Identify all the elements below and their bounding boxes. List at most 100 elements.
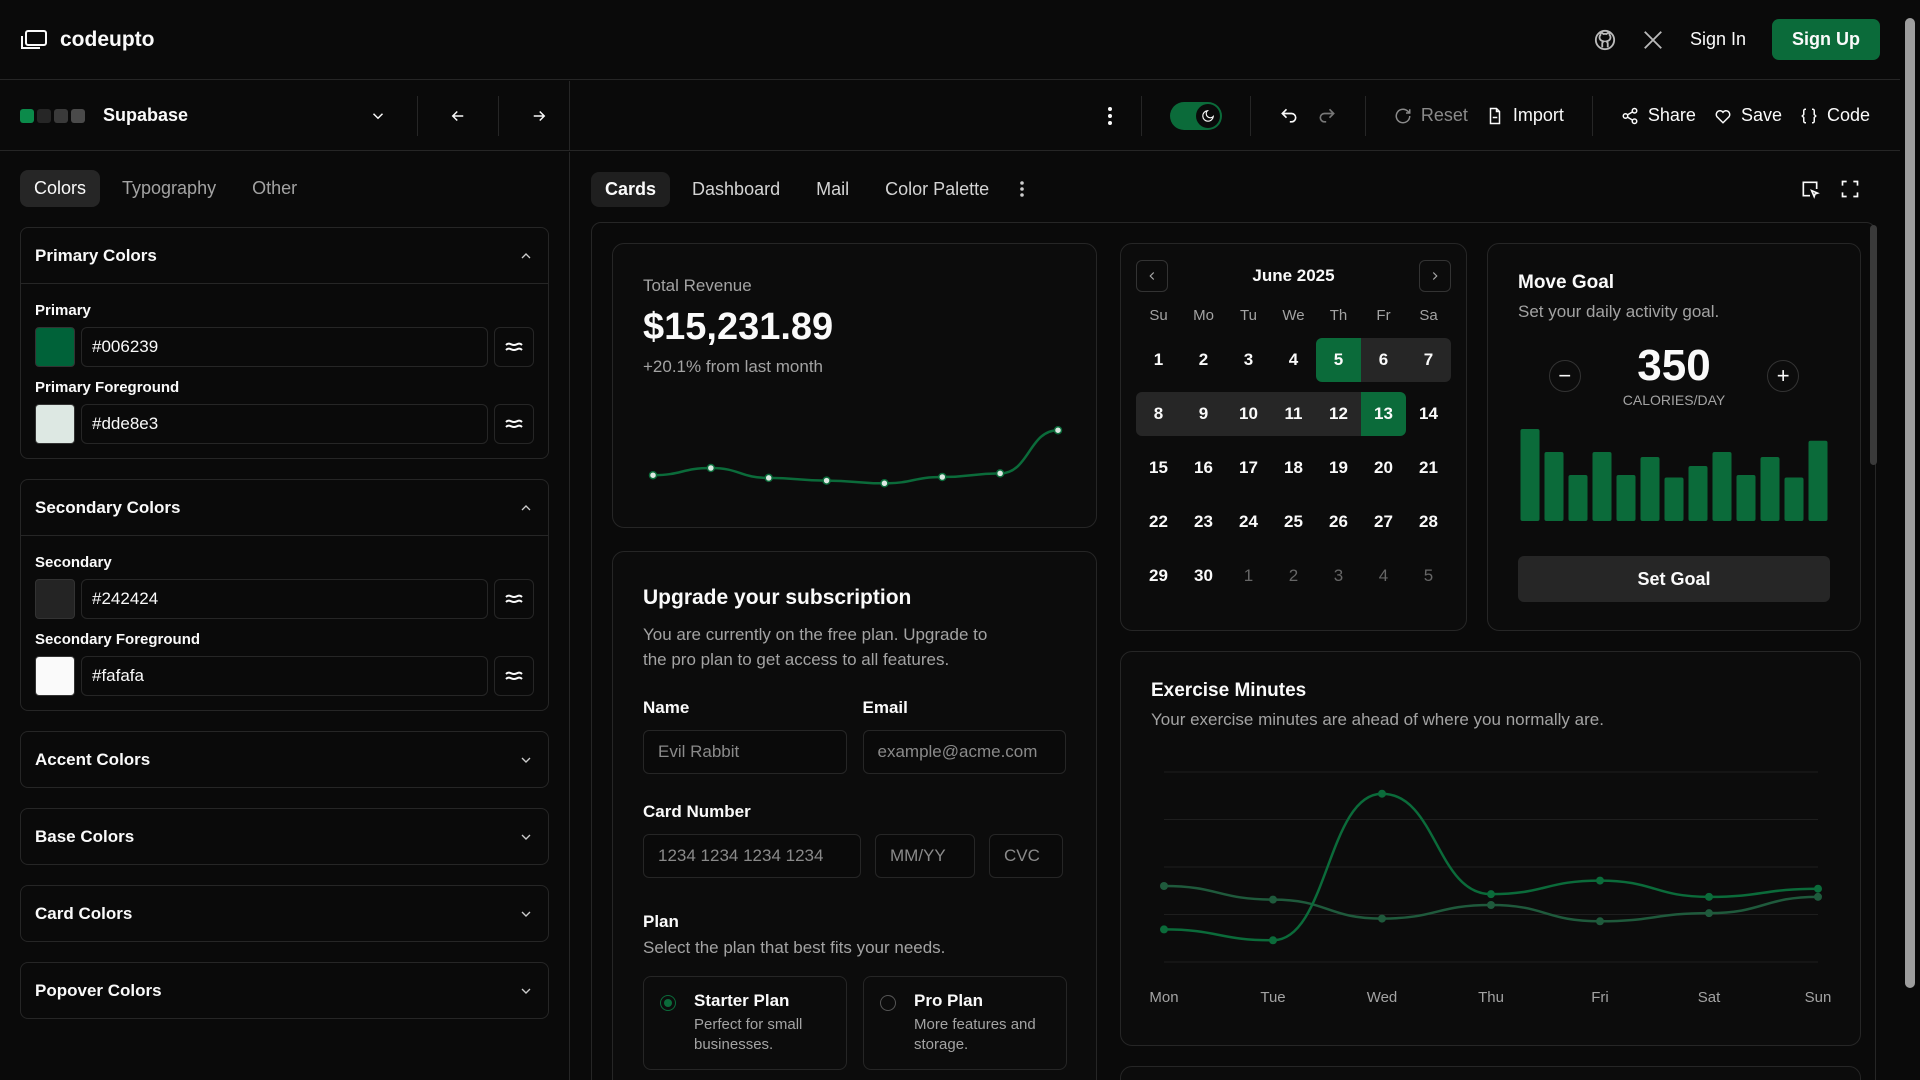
calendar-day[interactable]: 10 xyxy=(1226,392,1271,436)
arrow-left-icon[interactable] xyxy=(428,107,488,125)
accent-colors-section[interactable]: Accent Colors xyxy=(20,731,549,788)
more-vertical-icon[interactable] xyxy=(1019,180,1025,198)
primary-foreground-swatch[interactable] xyxy=(35,404,75,444)
fullscreen-icon[interactable] xyxy=(1840,179,1860,199)
calendar-day[interactable]: 1 xyxy=(1153,350,1164,369)
calendar-day[interactable]: 17 xyxy=(1239,458,1258,477)
calendar-day[interactable]: 7 xyxy=(1406,338,1451,382)
code-label: Code xyxy=(1826,105,1870,125)
calendar-day[interactable]: 16 xyxy=(1194,458,1213,477)
calendar-day[interactable]: 11 xyxy=(1271,392,1316,436)
card-number-input[interactable]: 1234 1234 1234 1234 xyxy=(643,834,861,878)
shuffle-icon[interactable] xyxy=(494,579,534,619)
calendar-day[interactable]: 2 xyxy=(1198,350,1209,369)
secondary-color-input[interactable] xyxy=(81,579,488,619)
x-icon[interactable] xyxy=(1642,29,1664,51)
calendar-day[interactable]: 8 xyxy=(1136,392,1181,436)
primary-swatch[interactable] xyxy=(35,327,75,367)
arrow-right-icon[interactable] xyxy=(509,107,569,125)
calendar-day[interactable]: 23 xyxy=(1194,512,1213,531)
app-logo[interactable]: codeupto xyxy=(20,28,155,52)
primary-colors-header[interactable]: Primary Colors xyxy=(21,228,548,283)
tab-other[interactable]: Other xyxy=(252,178,298,198)
tab-colors[interactable]: Colors xyxy=(20,170,101,207)
sign-in-button[interactable]: Sign In xyxy=(1689,29,1746,49)
code-button[interactable]: Code xyxy=(1800,105,1870,126)
import-button[interactable]: Import xyxy=(1486,105,1564,126)
calendar-day[interactable]: 14 xyxy=(1419,404,1438,423)
goal-bar xyxy=(1568,475,1588,521)
redo-icon[interactable] xyxy=(1317,106,1337,126)
dark-mode-toggle[interactable] xyxy=(1169,101,1222,130)
calendar-day[interactable]: 29 xyxy=(1149,566,1168,585)
calendar-day[interactable]: 19 xyxy=(1329,458,1348,477)
calendar-day[interactable]: 18 xyxy=(1284,458,1303,477)
tab-dashboard[interactable]: Dashboard xyxy=(692,178,781,199)
preview-scrollbar-thumb[interactable] xyxy=(1870,225,1877,465)
reset-button[interactable]: Reset xyxy=(1394,105,1468,126)
secondary-foreground-swatch[interactable] xyxy=(35,656,75,696)
expiry-input[interactable]: MM/YY xyxy=(875,834,975,878)
calendar-day[interactable]: 4 xyxy=(1288,350,1299,369)
calendar-day[interactable]: 13 xyxy=(1361,392,1406,436)
shuffle-icon[interactable] xyxy=(494,404,534,444)
divider xyxy=(1140,95,1142,136)
cvc-input[interactable]: CVC xyxy=(989,834,1063,878)
calendar-day[interactable]: 28 xyxy=(1419,512,1438,531)
undo-icon[interactable] xyxy=(1279,106,1299,126)
github-icon[interactable] xyxy=(1594,29,1616,51)
chevron-left-icon[interactable] xyxy=(1136,260,1168,292)
sign-up-button[interactable]: Sign Up xyxy=(1772,19,1880,60)
calendar-day[interactable]: 4 xyxy=(1378,566,1389,585)
base-colors-section[interactable]: Base Colors xyxy=(20,808,549,865)
primary-color-input[interactable] xyxy=(81,327,488,367)
calendar-day[interactable]: 6 xyxy=(1361,338,1406,382)
secondary-foreground-input[interactable] xyxy=(81,656,488,696)
card-colors-section[interactable]: Card Colors xyxy=(20,885,549,942)
popover-colors-section[interactable]: Popover Colors xyxy=(20,962,549,1019)
calendar-day[interactable]: 5 xyxy=(1316,338,1361,382)
calendar-day[interactable]: 12 xyxy=(1316,392,1361,436)
calendar-day[interactable]: 22 xyxy=(1149,512,1168,531)
set-goal-button[interactable]: Set Goal xyxy=(1518,556,1830,602)
calendar-day[interactable]: 15 xyxy=(1149,458,1168,477)
secondary-colors-header[interactable]: Secondary Colors xyxy=(21,480,548,535)
tab-cards[interactable]: Cards xyxy=(591,171,671,207)
calendar-day[interactable]: 24 xyxy=(1239,512,1258,531)
starter-plan-option[interactable]: Starter Plan Perfect for small businesse… xyxy=(643,976,847,1070)
scrollbar-thumb[interactable] xyxy=(1905,18,1915,988)
shuffle-icon[interactable] xyxy=(494,327,534,367)
name-input[interactable]: Evil Rabbit xyxy=(643,730,847,774)
increase-button[interactable]: + xyxy=(1767,360,1800,392)
more-vertical-icon[interactable] xyxy=(1107,106,1113,126)
email-input[interactable]: example@acme.com xyxy=(862,730,1066,774)
primary-foreground-input[interactable] xyxy=(81,404,488,444)
calendar-day[interactable]: 20 xyxy=(1374,458,1393,477)
tab-typography[interactable]: Typography xyxy=(122,178,217,198)
calendar-day[interactable]: 30 xyxy=(1194,566,1213,585)
calendar-day[interactable]: 3 xyxy=(1333,566,1344,585)
chevron-right-icon[interactable] xyxy=(1418,260,1451,292)
plan-label: Plan xyxy=(643,912,679,931)
calendar-day[interactable]: 21 xyxy=(1419,458,1438,477)
calendar-day[interactable]: 1 xyxy=(1243,566,1254,585)
calendar-day[interactable]: 2 xyxy=(1288,566,1299,585)
inspect-icon[interactable] xyxy=(1800,179,1820,199)
calendar-day[interactable]: 9 xyxy=(1181,392,1226,436)
calendar-day[interactable]: 25 xyxy=(1284,512,1303,531)
theme-selector[interactable]: Supabase xyxy=(0,81,570,150)
pro-plan-option[interactable]: Pro Plan More features and storage. xyxy=(863,976,1067,1070)
calendar-day[interactable]: 3 xyxy=(1243,350,1254,369)
save-button[interactable]: Save xyxy=(1714,105,1782,126)
chevron-down-icon[interactable] xyxy=(369,107,387,125)
tab-mail[interactable]: Mail xyxy=(816,178,850,199)
page-scrollbar[interactable] xyxy=(1900,0,1920,1080)
calendar-day[interactable]: 27 xyxy=(1374,512,1393,531)
secondary-swatch[interactable] xyxy=(35,579,75,619)
calendar-day[interactable]: 5 xyxy=(1423,566,1434,585)
share-button[interactable]: Share xyxy=(1621,105,1696,126)
calendar-day[interactable]: 26 xyxy=(1329,512,1348,531)
decrease-button[interactable]: − xyxy=(1548,360,1581,392)
tab-color-palette[interactable]: Color Palette xyxy=(885,178,990,199)
shuffle-icon[interactable] xyxy=(494,656,534,696)
